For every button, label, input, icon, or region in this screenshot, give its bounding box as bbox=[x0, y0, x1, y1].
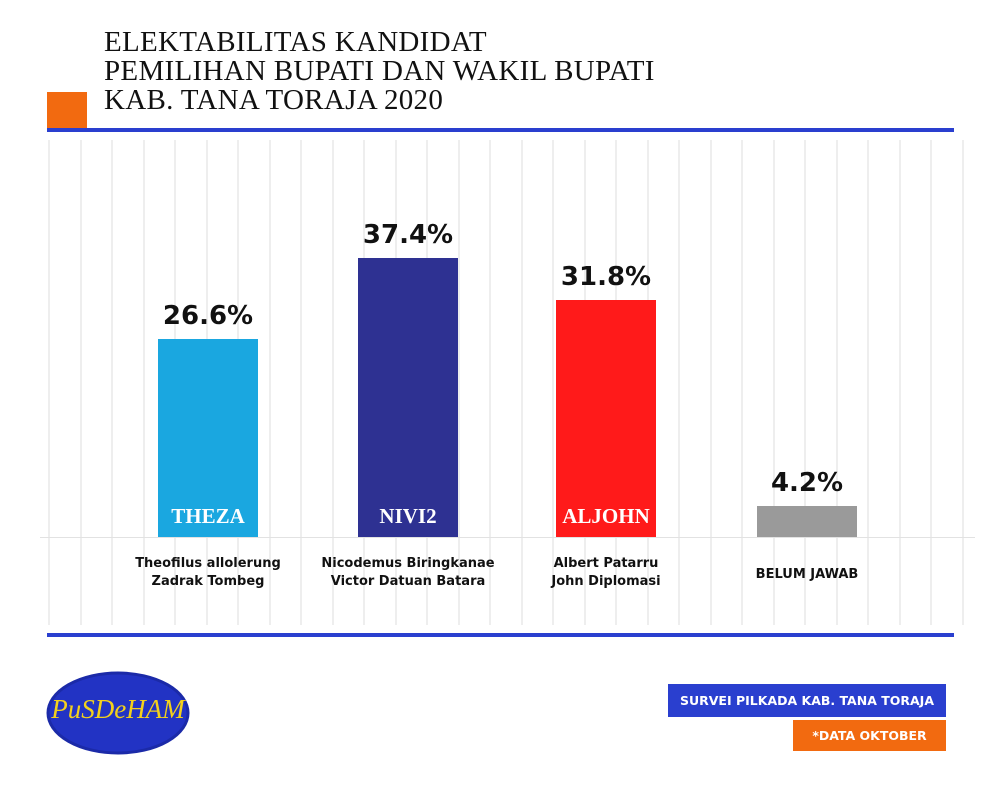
chart-baseline bbox=[40, 537, 975, 538]
grid-line bbox=[520, 140, 523, 625]
bar-aljohn: ALJOHN bbox=[556, 299, 656, 537]
grid-line bbox=[142, 140, 145, 625]
category-label-line: Theofilus allolerung bbox=[135, 556, 281, 571]
grid-line bbox=[79, 140, 82, 625]
grid-line bbox=[835, 140, 838, 625]
grid-line bbox=[772, 140, 775, 625]
bottom-divider bbox=[47, 633, 954, 637]
grid-line bbox=[457, 140, 460, 625]
logo-ellipse-icon bbox=[46, 671, 190, 755]
grid-line bbox=[300, 140, 302, 625]
category-label-line: John Diplomasi bbox=[551, 574, 661, 589]
grid-line bbox=[930, 140, 932, 625]
title-line-3: KAB. TANA TORAJA 2020 bbox=[104, 84, 444, 116]
category-label-line: Zadrak Tombeg bbox=[151, 574, 265, 589]
bar-theza: THEZA bbox=[158, 338, 258, 537]
grid-line bbox=[961, 140, 964, 625]
survey-badge: SURVEI PILKADA KAB. TANA TORAJA 2020 bbox=[668, 684, 946, 741]
value-label: 4.2% bbox=[770, 467, 844, 498]
value-label: 37.4% bbox=[362, 219, 454, 250]
category-label-line: BELUM JAWAB bbox=[755, 567, 859, 582]
chart-title: ELEKTABILITAS KANDIDAT PEMILIHAN BUPATI … bbox=[104, 28, 655, 115]
logo-text: PuSDeHAM bbox=[51, 694, 185, 724]
grid-line bbox=[111, 140, 113, 625]
grid-line bbox=[331, 140, 334, 625]
category-label: Nicodemus Biringkanae Victor Datuan Batar… bbox=[308, 555, 508, 591]
date-badge: *DATA OKTOBER 2020 bbox=[793, 720, 946, 774]
top-divider bbox=[47, 128, 954, 132]
bar-text: THEZA bbox=[171, 503, 245, 528]
title-line-2: PEMILIHAN BUPATI DAN WAKIL BUPATI bbox=[104, 55, 655, 87]
grid-line bbox=[741, 140, 743, 625]
category-label-line: Albert Patarru bbox=[553, 556, 659, 571]
grid-line bbox=[867, 140, 869, 625]
category-label: Albert Patarru John Diplomasi bbox=[506, 555, 706, 591]
grid-line bbox=[489, 140, 491, 625]
title-line-1: ELEKTABILITAS KANDIDAT bbox=[104, 26, 487, 58]
category-label-line: Nicodemus Biringkanae bbox=[321, 556, 495, 571]
value-label: 31.8% bbox=[560, 261, 652, 292]
grid-line bbox=[678, 140, 680, 625]
pusdeham-logo: PuSDeHAM bbox=[44, 668, 192, 758]
bar-text: NIVI2 bbox=[379, 503, 437, 528]
category-label: Theofilus allolerung Zadrak Tombeg bbox=[108, 555, 308, 591]
grid-line bbox=[268, 140, 271, 625]
value-label: 26.6% bbox=[162, 300, 254, 331]
accent-square bbox=[47, 92, 87, 132]
grid-line bbox=[804, 140, 806, 625]
grid-line bbox=[48, 140, 50, 625]
bar-belum-jawab bbox=[757, 505, 857, 537]
bar-text: ALJOHN bbox=[562, 503, 650, 528]
grid-line bbox=[552, 140, 554, 625]
category-label: BELUM JAWAB bbox=[707, 566, 907, 584]
category-label-line: Victor Datuan Batara bbox=[330, 574, 486, 589]
bar-nivi2: NIVI2 bbox=[358, 257, 458, 537]
grid-line bbox=[898, 140, 901, 625]
grid-line bbox=[709, 140, 712, 625]
